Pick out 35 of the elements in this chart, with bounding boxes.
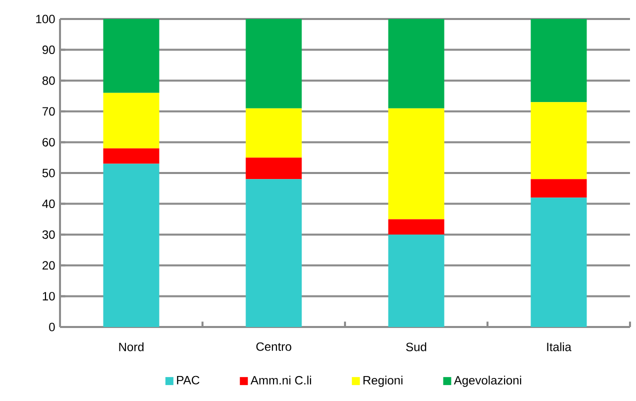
y-tick-label: 20 <box>42 261 55 270</box>
bar <box>530 102 587 180</box>
y-tick-label: 70 <box>42 107 55 116</box>
x-tick-label: Sud <box>406 342 426 352</box>
bar <box>530 179 587 198</box>
bar <box>388 108 444 220</box>
x-tick-label: Centro <box>256 342 292 351</box>
bar <box>388 19 444 108</box>
bar <box>103 148 160 164</box>
bar <box>246 179 302 328</box>
y-tick-label: 40 <box>42 200 55 208</box>
y-tick-label: 30 <box>42 230 55 239</box>
bar <box>103 19 160 93</box>
bar <box>246 19 302 108</box>
bar <box>530 19 587 102</box>
y-tick-label: 60 <box>42 138 55 146</box>
legend-label: Agevolazioni <box>454 376 522 387</box>
y-tick-label: 10 <box>42 292 55 300</box>
bar <box>246 158 302 180</box>
legend-label: Amm.ni C.li <box>250 376 312 385</box>
legend-label: PAC <box>177 376 200 384</box>
bar <box>530 198 587 328</box>
bar <box>103 164 160 328</box>
y-tick-label: 90 <box>42 46 55 54</box>
y-tick-label: 50 <box>42 168 55 178</box>
y-tick-label: 100 <box>36 14 55 24</box>
bar <box>103 92 160 148</box>
legend-label: Regioni <box>364 376 402 387</box>
bar <box>246 108 302 158</box>
bar <box>388 219 444 235</box>
bar <box>388 234 444 328</box>
x-tick-label: Italia <box>547 342 572 352</box>
x-tick-label: Nord <box>119 342 144 352</box>
y-tick-label: 0 <box>49 322 55 332</box>
y-tick-label: 80 <box>42 76 55 85</box>
